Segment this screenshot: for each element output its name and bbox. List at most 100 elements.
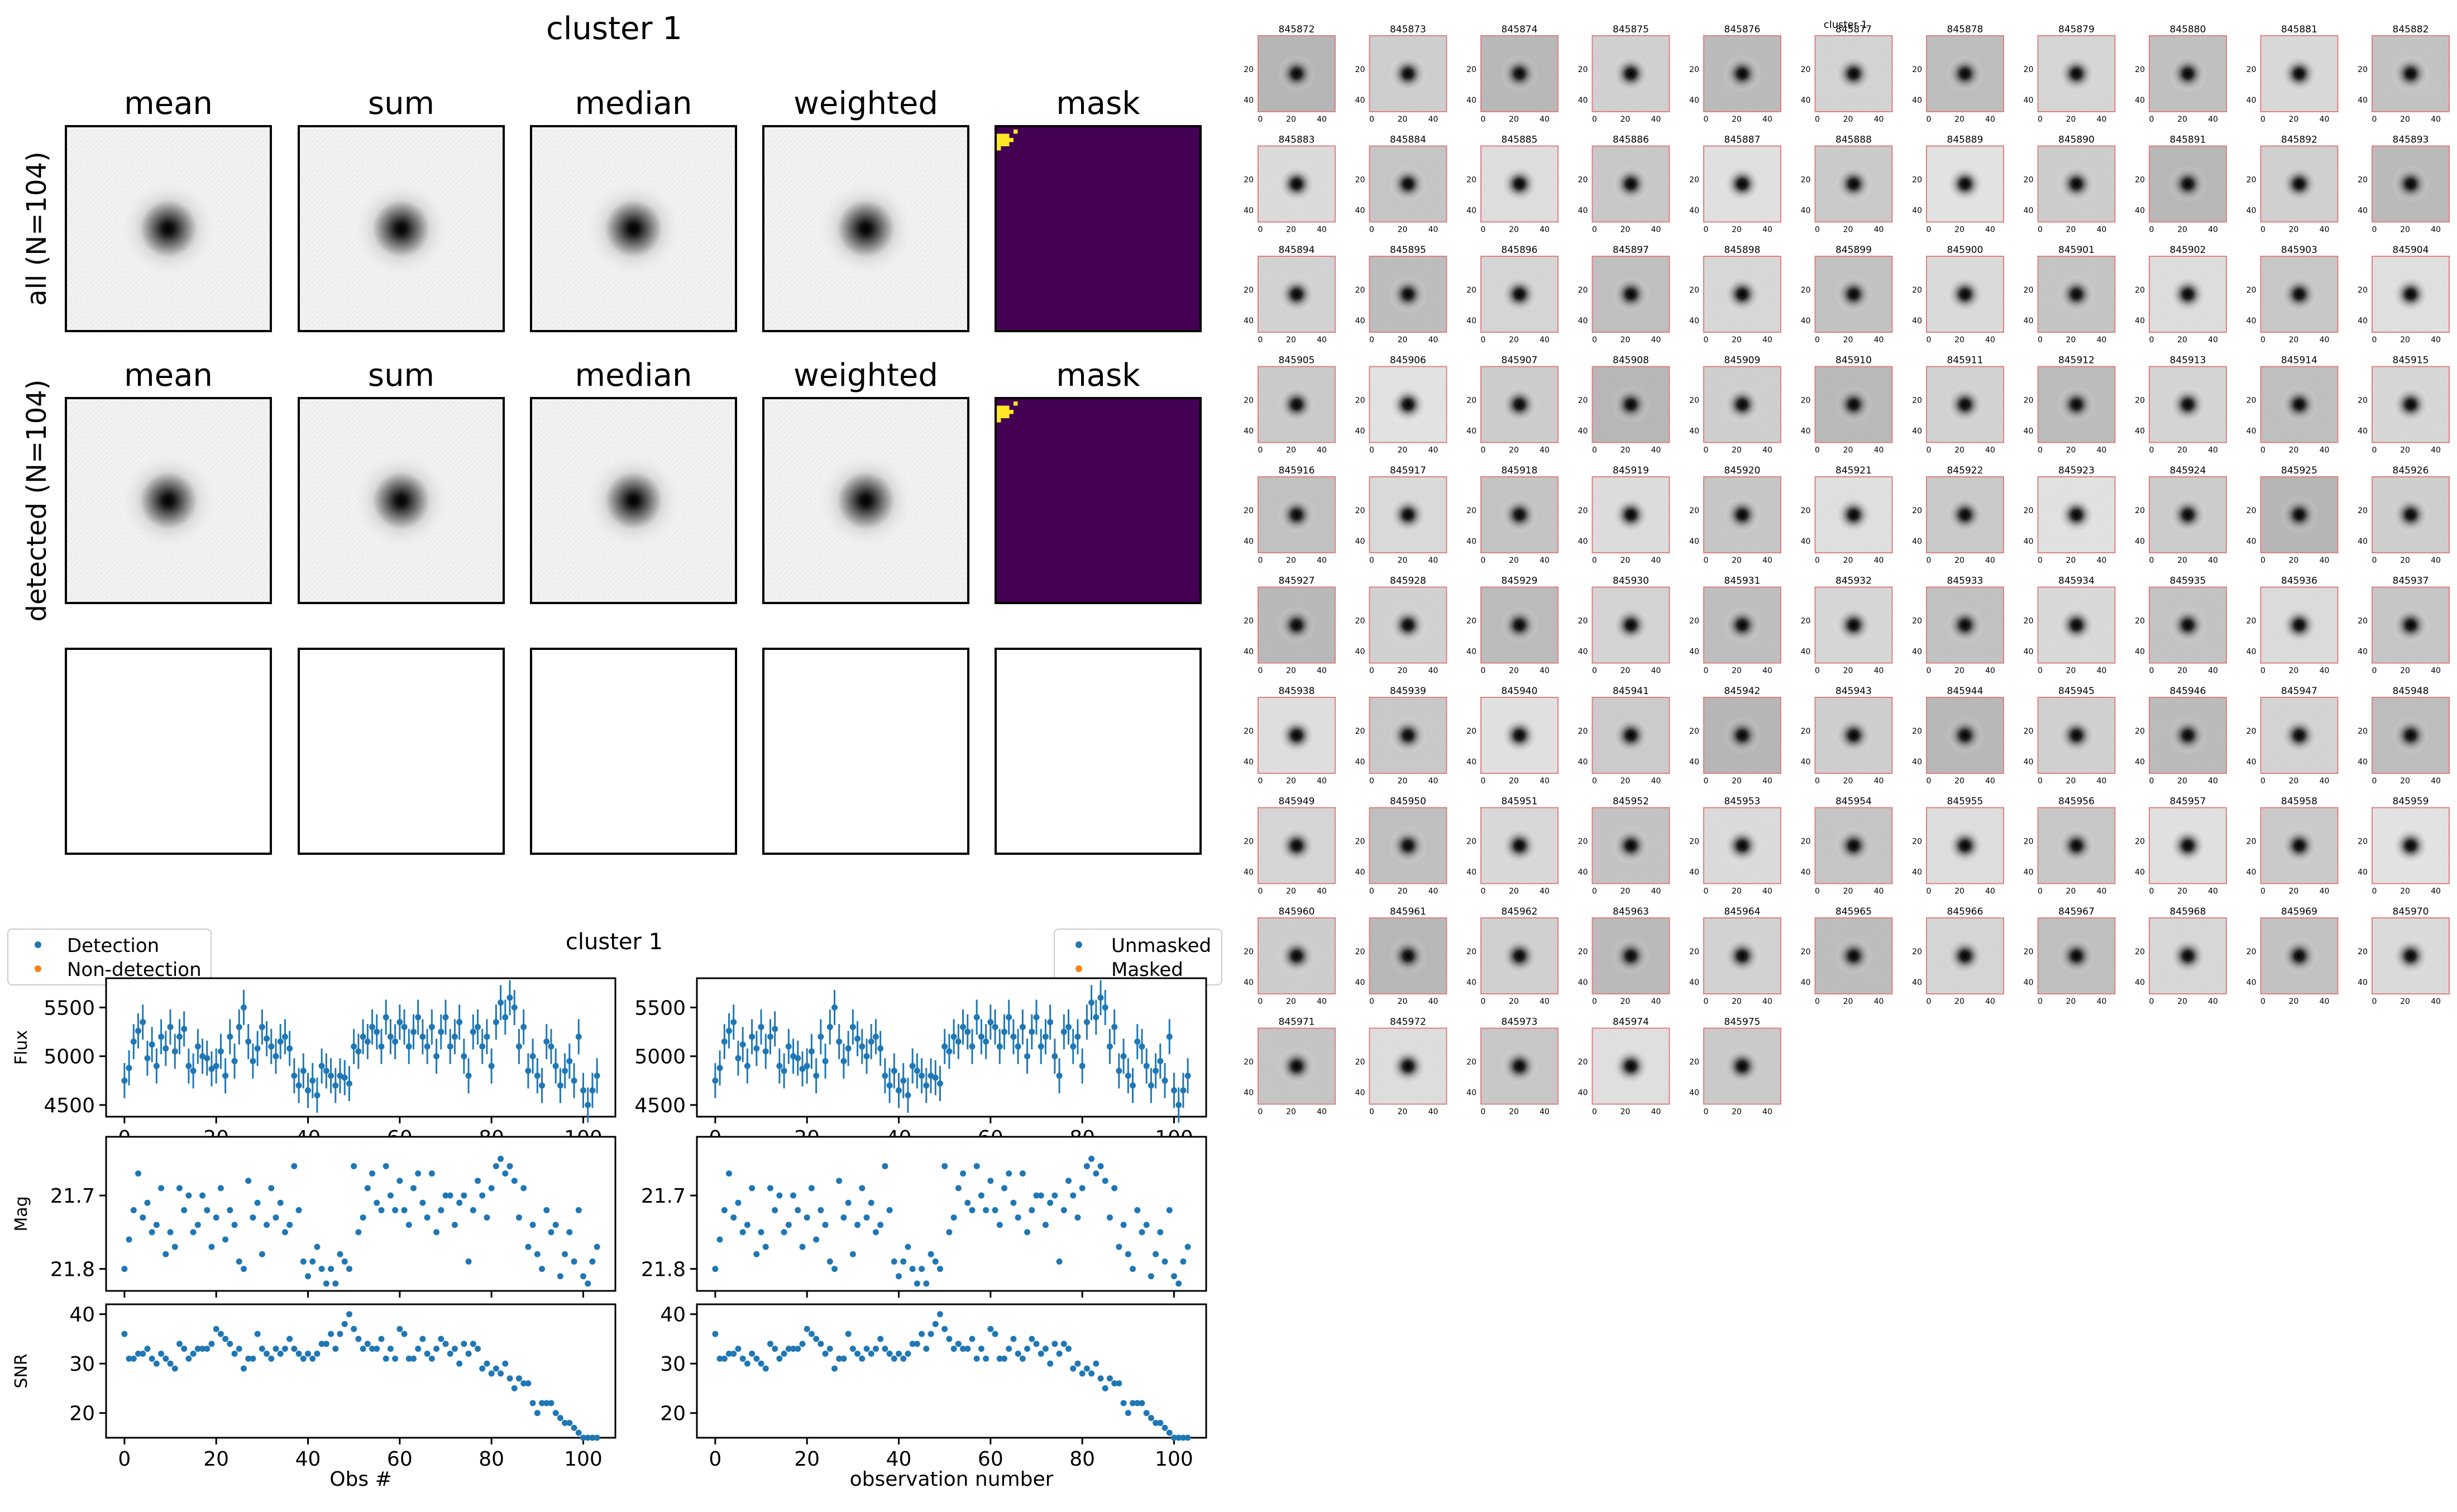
thumbnail-x-tick: 40 [1874, 226, 1884, 235]
thumbnail-y-tick: 20 [1244, 396, 1254, 405]
thumbnail-x-tick: 20 [2177, 887, 2187, 896]
data-point [410, 1028, 417, 1035]
thumbnail-id: 845921 [1835, 465, 1872, 476]
data-point [309, 1077, 316, 1084]
data-point [776, 1063, 783, 1069]
data-point [231, 1351, 238, 1357]
data-point [735, 1346, 742, 1352]
thumbnail-y-tick: 40 [1355, 648, 1365, 657]
data-point [928, 1251, 934, 1257]
thumbnail-id: 845905 [1279, 355, 1315, 366]
thumbnail-x-tick: 40 [1540, 115, 1550, 124]
thumbnail: 845889 0 20 20 40 40 [1912, 135, 2004, 235]
data-point [250, 1058, 256, 1064]
data-point [415, 1014, 422, 1021]
thumbnail-x-tick: 40 [2208, 997, 2218, 1006]
thumbnail-x-tick: 0 [2260, 336, 2265, 344]
thumbnail-id: 845920 [1724, 465, 1761, 476]
thumbnail-id: 845975 [1724, 1017, 1761, 1028]
thumbnail-x-tick: 40 [1317, 115, 1327, 124]
thumbnail-x-tick: 40 [2320, 887, 2330, 896]
data-point [264, 1351, 270, 1357]
data-point [1047, 1199, 1054, 1206]
data-point [529, 1053, 536, 1060]
data-point [456, 1019, 463, 1026]
thumbnail-x-tick: 20 [1621, 667, 1631, 676]
data-point [378, 1207, 385, 1213]
data-point [236, 1346, 242, 1352]
thumbnail-y-tick: 40 [1689, 758, 1699, 767]
thumbnail-y-tick: 40 [1912, 978, 1922, 987]
thumbnail-id: 845913 [2170, 355, 2206, 366]
thumbnail-id: 845937 [2393, 576, 2429, 587]
data-point [332, 1346, 339, 1352]
data-point [1001, 1185, 1007, 1192]
data-point [1180, 1434, 1187, 1441]
data-point [502, 1360, 509, 1367]
empty-stack-panel [65, 648, 272, 855]
data-point [1106, 1214, 1113, 1221]
x-tick-label: 20 [794, 1448, 820, 1471]
thumbnail-x-tick: 0 [1481, 997, 1486, 1006]
data-point [1015, 1043, 1021, 1050]
thumbnail-y-tick: 20 [2024, 727, 2034, 736]
data-point [369, 1346, 376, 1352]
thumbnail-y-tick: 20 [1912, 838, 1922, 846]
thumbnail-y-tick: 40 [1466, 96, 1476, 105]
data-point [1074, 1033, 1081, 1040]
thumbnail: 845945 0 20 20 40 40 [2024, 686, 2116, 786]
data-point [543, 1207, 550, 1213]
thumbnail: 845918 0 20 20 40 40 [1466, 465, 1559, 565]
thumbnail-y-tick: 40 [2246, 207, 2257, 216]
thumbnail-x-tick: 0 [1481, 446, 1486, 455]
data-point [387, 1033, 394, 1040]
data-point [1070, 1192, 1077, 1199]
data-point [1047, 1360, 1054, 1367]
data-point [964, 1028, 971, 1035]
thumbnail-x-tick: 40 [2097, 556, 2107, 565]
data-point [1134, 1039, 1141, 1045]
data-point [355, 1336, 362, 1342]
data-point [323, 1068, 329, 1074]
data-point [849, 1346, 856, 1352]
data-point [767, 1341, 773, 1347]
thumbnail-x-tick: 0 [2372, 777, 2377, 786]
data-point [992, 1207, 998, 1213]
data-point [240, 1365, 247, 1372]
x-axis-label: Obs # [329, 1468, 392, 1491]
thumbnail-id: 845924 [2170, 465, 2206, 476]
thumbnail-x-tick: 0 [1481, 556, 1486, 565]
thumbnail: 845972 0 20 20 40 40 [1355, 1017, 1447, 1117]
data-point [923, 1280, 930, 1287]
data-point [992, 1331, 998, 1337]
thumbnail-y-tick: 20 [1466, 727, 1476, 736]
thumbnail-x-tick: 40 [2097, 226, 2107, 235]
data-point [1042, 1346, 1049, 1352]
y-axis-label: Flux [12, 1030, 31, 1065]
y-tick-label: 40 [69, 1304, 95, 1327]
thumbnail-x-tick: 0 [1369, 446, 1374, 455]
data-point [447, 1192, 453, 1199]
thumbnail-x-tick: 20 [1509, 997, 1519, 1006]
thumbnail-y-tick: 40 [1578, 207, 1588, 216]
thumbnail-y-tick: 40 [1578, 758, 1588, 767]
data-point [762, 1243, 769, 1250]
thumbnail-y-tick: 20 [2358, 286, 2368, 295]
data-point [594, 1243, 600, 1250]
data-point [396, 1019, 403, 1026]
data-point [730, 1351, 737, 1357]
thumbnail-y-tick: 40 [1244, 427, 1254, 436]
data-point [1148, 1082, 1154, 1089]
data-point [831, 1004, 838, 1011]
thumbnail-x-tick: 20 [1954, 667, 1964, 676]
thumbnail-id: 845954 [1835, 796, 1872, 807]
thumbnail-grid-title: cluster 1 [1824, 19, 1867, 31]
data-point [199, 1192, 206, 1199]
thumbnail-x-tick: 0 [1592, 336, 1597, 344]
thumbnail-y-tick: 20 [1689, 65, 1699, 74]
thumbnail-id: 845934 [2058, 576, 2095, 587]
thumbnail-y-tick: 20 [1244, 948, 1254, 956]
data-point [836, 1039, 843, 1045]
thumbnail-x-tick: 20 [1732, 777, 1742, 786]
mask-image [995, 397, 1202, 604]
